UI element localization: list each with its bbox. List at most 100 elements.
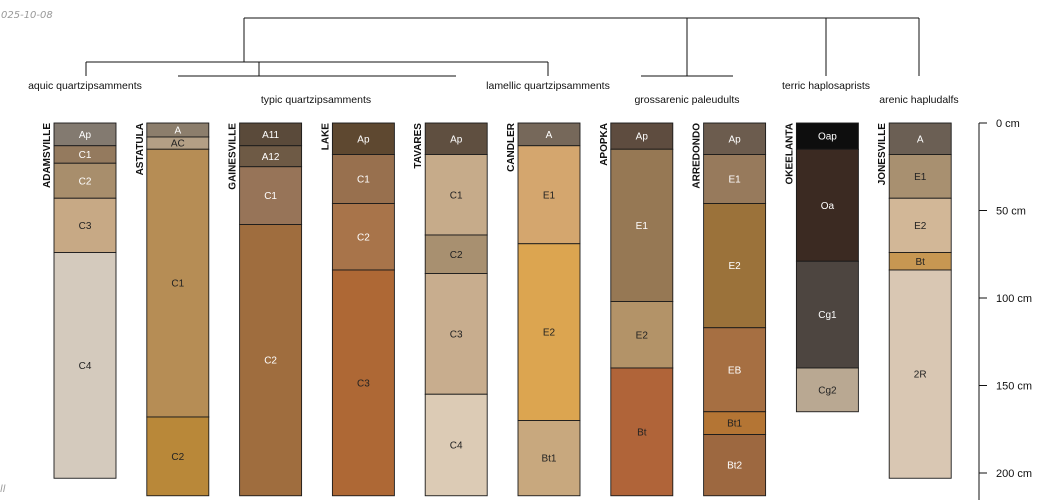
horizon-lake-ap bbox=[331, 122, 395, 155]
horizon-adamsville-c3 bbox=[53, 197, 117, 253]
horizon-label: Bt1 bbox=[541, 454, 556, 465]
horizon-gainesville-c1 bbox=[239, 166, 303, 225]
profile-name: ASTATULA bbox=[135, 123, 146, 175]
horizon-tavares-c3 bbox=[424, 273, 488, 395]
group-label-lamellic-quartzipsamments: lamellic quartzipsamments bbox=[486, 80, 610, 92]
horizon-label: E2 bbox=[543, 328, 556, 339]
horizon-label: E2 bbox=[914, 221, 927, 232]
horizon-label: C2 bbox=[357, 232, 370, 243]
horizon-label: Cg1 bbox=[818, 310, 837, 321]
profile-astatula: A AC C1 C2 ASTATULA bbox=[135, 122, 210, 497]
horizon-label: Bt bbox=[637, 427, 647, 438]
horizon-arredondo-eb bbox=[703, 327, 767, 413]
horizon-apopka-bt bbox=[610, 367, 674, 497]
profile-name: JONESVILLE bbox=[877, 123, 888, 186]
horizon-label: C4 bbox=[450, 441, 463, 452]
horizon-jonesville-2r bbox=[888, 269, 952, 479]
horizon-label: Bt1 bbox=[727, 419, 742, 430]
horizon-tavares-c4 bbox=[424, 393, 488, 497]
depth-tick-label: 100 cm bbox=[996, 293, 1032, 305]
horizon-apopka-ap bbox=[610, 122, 674, 150]
group-label-aquic-quartzipsamments: aquic quartzipsamments bbox=[28, 80, 142, 92]
horizon-label: A12 bbox=[262, 152, 280, 163]
horizon-lake-c1 bbox=[331, 154, 395, 204]
horizon-label: A bbox=[546, 130, 553, 141]
horizon-label: C3 bbox=[357, 378, 370, 389]
profile-candler: A E1 E2 Bt1 CANDLER bbox=[506, 122, 581, 497]
horizon-label: A11 bbox=[262, 130, 279, 141]
horizon-label: Oap bbox=[818, 132, 837, 143]
horizon-label: C3 bbox=[450, 329, 463, 340]
horizon-label: C1 bbox=[171, 279, 184, 290]
profile-arredondo: Ap E1 E2 EB Bt1 Bt2 ARREDONDO bbox=[692, 122, 767, 497]
horizon-label: Ap bbox=[450, 134, 463, 145]
profile-tavares: Ap C1 C2 C3 C4 TAVARES bbox=[413, 122, 488, 497]
horizon-label: E2 bbox=[728, 261, 741, 272]
depth-axis: 0 cm 50 cm 100 cm 150 cm 200 cm bbox=[978, 118, 1032, 500]
horizon-adamsville-c4 bbox=[53, 252, 117, 479]
depth-tick-label: 50 cm bbox=[996, 206, 1026, 218]
horizon-lake-c3 bbox=[331, 269, 395, 497]
horizon-label: Ap bbox=[636, 132, 649, 143]
horizon-label: Bt bbox=[915, 257, 925, 268]
profile-name: TAVARES bbox=[413, 123, 424, 169]
horizon-apopka-e1 bbox=[610, 148, 674, 302]
horizon-label: Oa bbox=[821, 201, 835, 212]
horizon-astatula-c2 bbox=[146, 416, 210, 497]
soil-profiles: Ap C1 C2 C3 C4 ADAMSVILLE A AC C1 C2 ASTATULA A11 A1… bbox=[42, 122, 952, 497]
horizon-tavares-ap bbox=[424, 122, 488, 155]
horizon-label: C2 bbox=[79, 176, 92, 187]
profile-gainesville: A11 A12 C1 C2 GAINESVILLE bbox=[228, 122, 303, 497]
horizon-label: E1 bbox=[543, 190, 556, 201]
group-label-arenic-hapludalfs: arenic hapludalfs bbox=[879, 94, 958, 106]
group-label-typic-quartzipsamments: typic quartzipsamments bbox=[261, 94, 371, 106]
horizon-adamsville-c2 bbox=[53, 162, 117, 199]
profile-name: LAKE bbox=[320, 123, 331, 151]
depth-tick-label: 150 cm bbox=[996, 381, 1032, 393]
profile-name: ARREDONDO bbox=[692, 123, 703, 189]
horizon-label: Ap bbox=[728, 134, 741, 145]
corner-date-text: 025-10-08 bbox=[1, 10, 53, 21]
dendrogram bbox=[85, 17, 920, 77]
horizon-label: C1 bbox=[79, 150, 92, 161]
depth-tick-label: 0 cm bbox=[996, 118, 1020, 130]
horizon-label: C4 bbox=[79, 361, 92, 372]
horizon-label: C1 bbox=[264, 191, 277, 202]
horizon-gainesville-c2 bbox=[239, 224, 303, 497]
horizon-label: A bbox=[917, 134, 924, 145]
horizon-label: E1 bbox=[914, 172, 927, 183]
group-label-grossarenic-paleudults: grossarenic paleudults bbox=[634, 94, 739, 106]
profile-name: OKEELANTA bbox=[784, 123, 795, 184]
profile-apopka: Ap E1 E2 Bt APOPKA bbox=[599, 122, 674, 497]
profile-name: APOPKA bbox=[599, 123, 610, 166]
profile-name: GAINESVILLE bbox=[228, 123, 239, 190]
horizon-candler-bt1 bbox=[517, 420, 581, 497]
horizon-candler-e1 bbox=[517, 145, 581, 245]
horizon-tavares-c2 bbox=[424, 234, 488, 274]
horizon-arredondo-e1 bbox=[703, 154, 767, 204]
horizon-label: C2 bbox=[171, 452, 184, 463]
horizon-label: AC bbox=[171, 139, 185, 150]
depth-tick-label: 200 cm bbox=[996, 468, 1032, 480]
horizon-label: C3 bbox=[79, 221, 92, 232]
horizon-label: Ap bbox=[357, 134, 370, 145]
profile-okeelanta: Oap Oa Cg1 Cg2 OKEELANTA bbox=[784, 122, 859, 413]
horizon-label: Bt2 bbox=[727, 461, 742, 472]
group-labels: aquic quartzipsamments typic quartzipsamm… bbox=[28, 80, 959, 106]
profile-name: ADAMSVILLE bbox=[42, 123, 53, 188]
profile-adamsville: Ap C1 C2 C3 C4 ADAMSVILLE bbox=[42, 122, 117, 479]
horizon-label: C1 bbox=[450, 190, 463, 201]
horizon-label: Ap bbox=[79, 130, 92, 141]
horizon-arredondo-e2 bbox=[703, 203, 767, 329]
horizon-label: E2 bbox=[636, 330, 649, 341]
horizon-okeelanta-cg2 bbox=[795, 367, 859, 413]
profile-jonesville: A E1 E2 Bt 2R JONESVILLE bbox=[877, 122, 952, 479]
horizon-label: EB bbox=[728, 365, 742, 376]
group-label-terric-haplosaprists: terric haplosaprists bbox=[782, 80, 870, 92]
horizon-arredondo-ap bbox=[703, 122, 767, 155]
horizon-label: 2R bbox=[914, 370, 927, 381]
horizon-apopka-e2 bbox=[610, 301, 674, 369]
horizon-lake-c2 bbox=[331, 203, 395, 271]
horizon-label: C1 bbox=[357, 175, 370, 186]
